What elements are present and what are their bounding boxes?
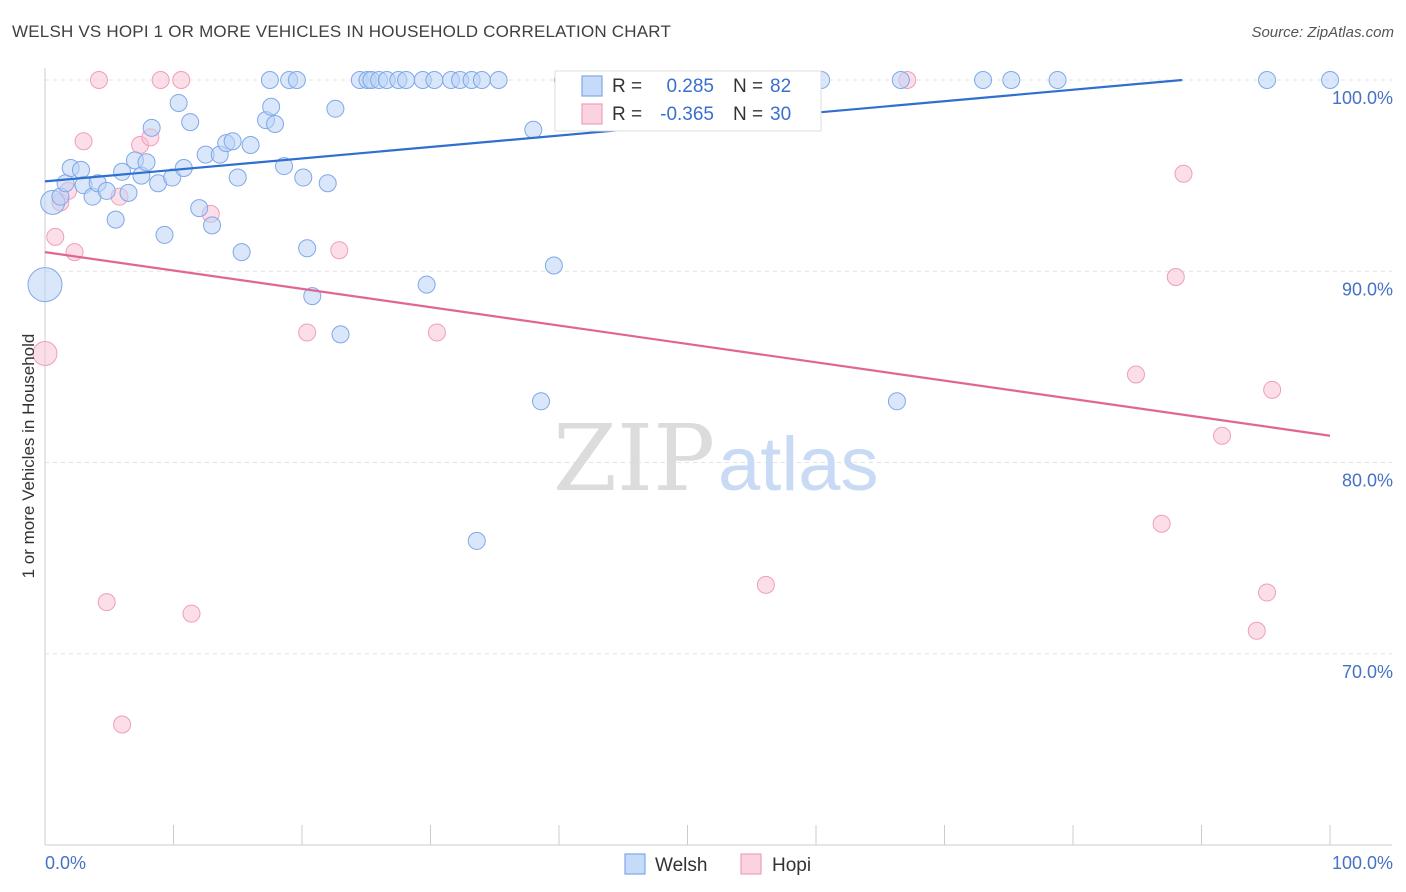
welsh-point bbox=[155, 225, 174, 244]
welsh-point bbox=[275, 157, 294, 176]
source-label: Source: ZipAtlas.com bbox=[1251, 24, 1394, 41]
welsh-point bbox=[1258, 71, 1277, 89]
welsh-point bbox=[106, 210, 125, 229]
hopi-point bbox=[1258, 583, 1277, 602]
welsh-point bbox=[203, 216, 222, 235]
welsh-point bbox=[425, 71, 444, 89]
welsh-point bbox=[27, 267, 63, 303]
hopi-point bbox=[46, 227, 65, 246]
hopi-point bbox=[1247, 621, 1266, 640]
welsh-point bbox=[1048, 71, 1067, 89]
hopi-point bbox=[1166, 267, 1185, 286]
welsh-point bbox=[228, 168, 247, 187]
welsh-point bbox=[974, 71, 993, 89]
welsh-point bbox=[119, 183, 138, 202]
y-tick-label: 100.0% bbox=[1332, 88, 1393, 108]
hopi-point bbox=[298, 323, 317, 342]
hopi-point bbox=[172, 71, 191, 89]
welsh-point bbox=[97, 181, 116, 200]
welsh-point bbox=[298, 239, 317, 258]
welsh-point bbox=[294, 168, 313, 187]
hopi-point bbox=[32, 340, 58, 366]
hopi-r-label: R = bbox=[612, 104, 642, 125]
hopi-n-label: N = bbox=[733, 104, 763, 125]
hopi-points bbox=[32, 71, 1282, 734]
hopi-point bbox=[151, 71, 170, 89]
welsh-point bbox=[472, 71, 491, 89]
series-legend: Welsh Hopi bbox=[624, 853, 811, 876]
welsh-legend-key bbox=[624, 853, 646, 875]
hopi-n-value: 30 bbox=[770, 104, 791, 125]
watermark-zip: ZIP bbox=[553, 405, 715, 512]
welsh-point bbox=[190, 199, 209, 218]
hopi-point bbox=[97, 593, 116, 612]
welsh-point bbox=[891, 71, 910, 89]
hopi-point bbox=[74, 132, 93, 151]
welsh-r-label: R = bbox=[612, 76, 642, 97]
hopi-legend-label: Hopi bbox=[772, 855, 811, 876]
grid-lines: 70.0% 80.0% 90.0% 100.0% bbox=[45, 79, 1393, 682]
welsh-point bbox=[1002, 71, 1021, 89]
y-tick-label: 70.0% bbox=[1342, 662, 1393, 682]
hopi-point bbox=[1174, 164, 1193, 183]
hopi-legend-swatch bbox=[581, 103, 603, 125]
welsh-point bbox=[489, 71, 508, 89]
welsh-point bbox=[397, 71, 416, 89]
welsh-point bbox=[287, 71, 306, 89]
welsh-point bbox=[1321, 71, 1339, 89]
hopi-trend-line bbox=[44, 251, 1331, 437]
welsh-point bbox=[331, 325, 350, 344]
hopi-r-value: -0.365 bbox=[660, 104, 714, 125]
welsh-point bbox=[181, 113, 200, 132]
welsh-point bbox=[142, 118, 161, 137]
y-tick-label: 80.0% bbox=[1342, 471, 1393, 491]
watermark: ZIP atlas bbox=[553, 405, 879, 512]
welsh-point bbox=[544, 256, 563, 275]
welsh-r-value: 0.285 bbox=[666, 76, 714, 97]
welsh-point bbox=[524, 120, 543, 139]
welsh-point bbox=[113, 162, 132, 181]
hopi-point bbox=[1152, 514, 1171, 533]
hopi-point bbox=[182, 604, 201, 623]
hopi-point bbox=[330, 241, 349, 260]
x-tick-label: 0.0% bbox=[45, 853, 86, 873]
welsh-point bbox=[260, 71, 279, 89]
welsh-point bbox=[56, 174, 75, 193]
welsh-n-value: 82 bbox=[770, 76, 791, 97]
hopi-point bbox=[1213, 426, 1232, 445]
watermark-atlas: atlas bbox=[718, 422, 879, 507]
welsh-point bbox=[223, 132, 242, 151]
welsh-point bbox=[532, 392, 551, 411]
chart-title: WELSH VS HOPI 1 OR MORE VEHICLES IN HOUS… bbox=[12, 22, 672, 41]
welsh-point bbox=[262, 97, 281, 116]
welsh-point bbox=[467, 531, 486, 550]
hopi-point bbox=[1263, 380, 1282, 399]
welsh-point bbox=[417, 275, 436, 294]
welsh-legend-label: Welsh bbox=[655, 855, 707, 876]
welsh-point bbox=[318, 174, 337, 193]
x-tick-label: 100.0% bbox=[1332, 853, 1393, 873]
welsh-legend-swatch bbox=[581, 75, 603, 97]
welsh-point bbox=[232, 243, 251, 262]
axes: 0.0% 100.0% bbox=[44, 68, 1393, 873]
welsh-n-label: N = bbox=[733, 76, 763, 97]
welsh-point bbox=[326, 99, 345, 118]
hopi-legend-key bbox=[740, 853, 762, 875]
hopi-point bbox=[113, 715, 132, 734]
hopi-point bbox=[756, 575, 775, 594]
welsh-point bbox=[137, 153, 156, 172]
hopi-point bbox=[427, 323, 446, 342]
y-tick-label: 90.0% bbox=[1342, 279, 1393, 299]
welsh-point bbox=[266, 114, 285, 133]
y-axis-label: 1 or more Vehicles in Household bbox=[19, 334, 38, 579]
hopi-point bbox=[89, 71, 108, 89]
hopi-point bbox=[1126, 365, 1145, 384]
welsh-point bbox=[241, 136, 260, 155]
welsh-point bbox=[169, 93, 188, 112]
welsh-point bbox=[71, 160, 90, 179]
stats-legend: R = 0.285 N = 82 R = -0.365 N = 30 bbox=[554, 70, 822, 132]
welsh-point bbox=[887, 392, 906, 411]
